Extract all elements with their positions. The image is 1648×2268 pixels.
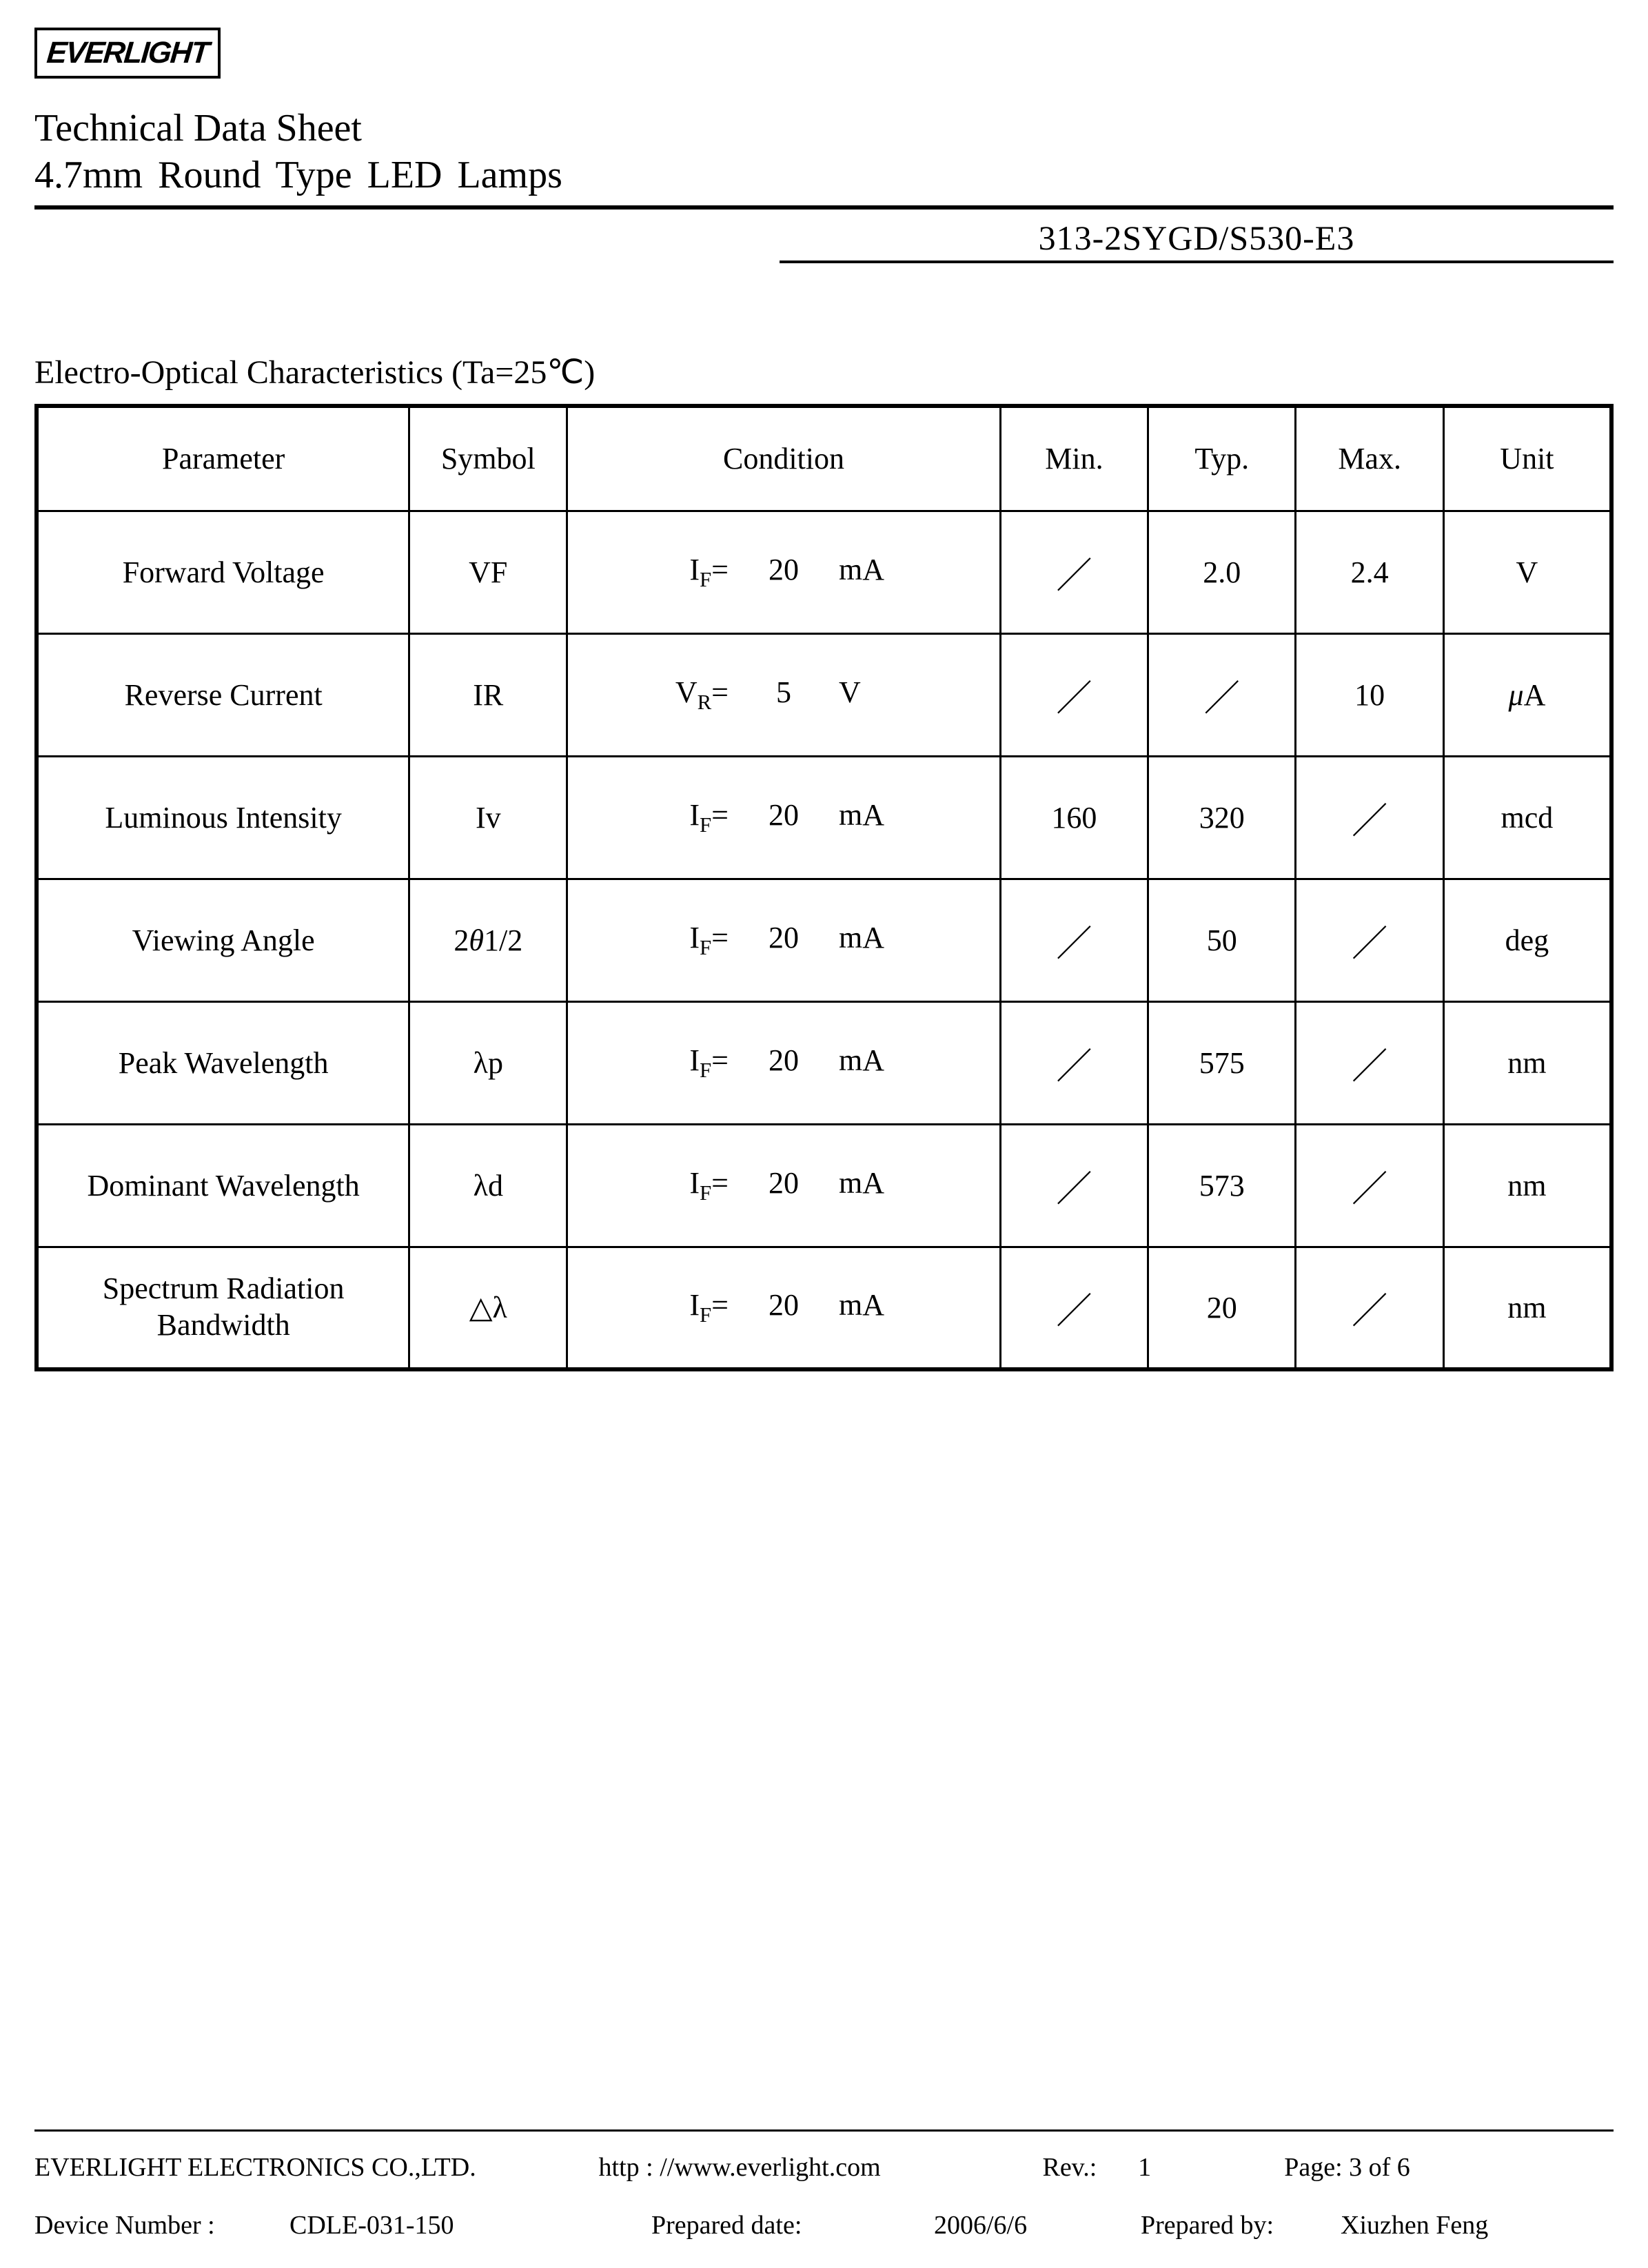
cell-parameter: Viewing Angle	[37, 879, 409, 1001]
cell-min: 160	[1000, 756, 1148, 879]
cell-parameter: Spectrum RadiationBandwidth	[37, 1247, 409, 1369]
table-row: Luminous IntensityIvIF=20mA160320／mcd	[37, 756, 1611, 879]
cell-symbol: △λ	[409, 1247, 567, 1369]
cell-typ: 573	[1148, 1124, 1296, 1247]
section-title: Electro-Optical Characteristics (Ta=25℃)	[34, 353, 1614, 391]
footer-company: EVERLIGHT ELECTRONICS CO.,LTD.	[34, 2152, 592, 2183]
cell-parameter: Dominant Wavelength	[37, 1124, 409, 1247]
footer-rev: 1	[1138, 2152, 1277, 2183]
cell-parameter: Reverse Current	[37, 633, 409, 756]
cell-unit: μA	[1443, 633, 1611, 756]
cell-condition: IF=20mA	[567, 1124, 1000, 1247]
th-unit: Unit	[1443, 406, 1611, 511]
cell-max: ／	[1296, 879, 1443, 1001]
footer-row-2: Device Number : CDLE-031-150 Prepared da…	[34, 2210, 1614, 2240]
doc-title-1: Technical Data Sheet	[34, 106, 1614, 150]
th-min: Min.	[1000, 406, 1148, 511]
cell-symbol: Iv	[409, 756, 567, 879]
cell-max: ／	[1296, 756, 1443, 879]
cell-condition: IF=20mA	[567, 756, 1000, 879]
cell-min: ／	[1000, 1124, 1148, 1247]
brand-logo: EVERLIGHT	[34, 28, 221, 79]
th-max: Max.	[1296, 406, 1443, 511]
table-row: Spectrum RadiationBandwidth△λIF=20mA／20／…	[37, 1247, 1611, 1369]
cell-parameter: Luminous Intensity	[37, 756, 409, 879]
doc-title-2: 4.7mm Round Type LED Lamps	[34, 153, 1614, 197]
cell-symbol: 2θ1/2	[409, 879, 567, 1001]
cell-typ: 2.0	[1148, 511, 1296, 633]
divider-main	[34, 205, 1614, 210]
cell-max: ／	[1296, 1001, 1443, 1124]
footer-prepby-label: Prepared by:	[1141, 2210, 1334, 2240]
cell-parameter: Forward Voltage	[37, 511, 409, 633]
cell-typ: ／	[1148, 633, 1296, 756]
cell-min: ／	[1000, 1001, 1148, 1124]
table-row: Reverse CurrentIRVR=5V／／10μA	[37, 633, 1611, 756]
footer-prepdate-label: Prepared date:	[651, 2210, 927, 2240]
cell-max: ／	[1296, 1247, 1443, 1369]
th-parameter: Parameter	[37, 406, 409, 511]
footer-page: Page: 3 of 6	[1284, 2152, 1614, 2183]
cell-min: ／	[1000, 633, 1148, 756]
footer-device: CDLE-031-150	[289, 2210, 644, 2240]
part-number: 313-2SYGD/S530-E3	[780, 218, 1614, 258]
cell-unit: deg	[1443, 879, 1611, 1001]
th-symbol: Symbol	[409, 406, 567, 511]
footer-rev-label: Rev.:	[1042, 2152, 1131, 2183]
th-condition: Condition	[567, 406, 1000, 511]
cell-condition: IF=20mA	[567, 1001, 1000, 1124]
footer-prepdate: 2006/6/6	[934, 2210, 1134, 2240]
table-row: Viewing Angle2θ1/2IF=20mA／50／deg	[37, 879, 1611, 1001]
cell-typ: 20	[1148, 1247, 1296, 1369]
cell-symbol: IR	[409, 633, 567, 756]
cell-typ: 50	[1148, 879, 1296, 1001]
footer-prepby: Xiuzhen Feng	[1341, 2210, 1488, 2240]
cell-symbol: VF	[409, 511, 567, 633]
cell-condition: IF=20mA	[567, 1247, 1000, 1369]
cell-condition: IF=20mA	[567, 879, 1000, 1001]
divider-part	[780, 260, 1614, 263]
brand-text: EVERLIGHT	[45, 36, 210, 70]
table-row: Dominant WavelengthλdIF=20mA／573／nm	[37, 1124, 1611, 1247]
footer-device-label: Device Number :	[34, 2210, 283, 2240]
cell-parameter: Peak Wavelength	[37, 1001, 409, 1124]
cell-condition: VR=5V	[567, 633, 1000, 756]
cell-typ: 320	[1148, 756, 1296, 879]
cell-unit: V	[1443, 511, 1611, 633]
th-typ: Typ.	[1148, 406, 1296, 511]
cell-min: ／	[1000, 1247, 1148, 1369]
footer-url: http : //www.everlight.com	[599, 2152, 1036, 2183]
cell-unit: nm	[1443, 1001, 1611, 1124]
part-number-row: 313-2SYGD/S530-E3	[34, 218, 1614, 263]
table-row: Peak WavelengthλpIF=20mA／575／nm	[37, 1001, 1611, 1124]
cell-unit: nm	[1443, 1247, 1611, 1369]
spec-table: Parameter Symbol Condition Min. Typ. Max…	[34, 404, 1614, 1371]
header: Technical Data Sheet 4.7mm Round Type LE…	[34, 106, 1614, 197]
table-header-row: Parameter Symbol Condition Min. Typ. Max…	[37, 406, 1611, 511]
cell-unit: nm	[1443, 1124, 1611, 1247]
cell-max: ／	[1296, 1124, 1443, 1247]
cell-symbol: λp	[409, 1001, 567, 1124]
footer: EVERLIGHT ELECTRONICS CO.,LTD. http : //…	[34, 2129, 1614, 2240]
cell-symbol: λd	[409, 1124, 567, 1247]
cell-max: 2.4	[1296, 511, 1443, 633]
cell-max: 10	[1296, 633, 1443, 756]
cell-min: ／	[1000, 511, 1148, 633]
cell-min: ／	[1000, 879, 1148, 1001]
cell-typ: 575	[1148, 1001, 1296, 1124]
table-row: Forward VoltageVFIF=20mA／2.02.4V	[37, 511, 1611, 633]
cell-condition: IF=20mA	[567, 511, 1000, 633]
footer-row-1: EVERLIGHT ELECTRONICS CO.,LTD. http : //…	[34, 2152, 1614, 2183]
cell-unit: mcd	[1443, 756, 1611, 879]
